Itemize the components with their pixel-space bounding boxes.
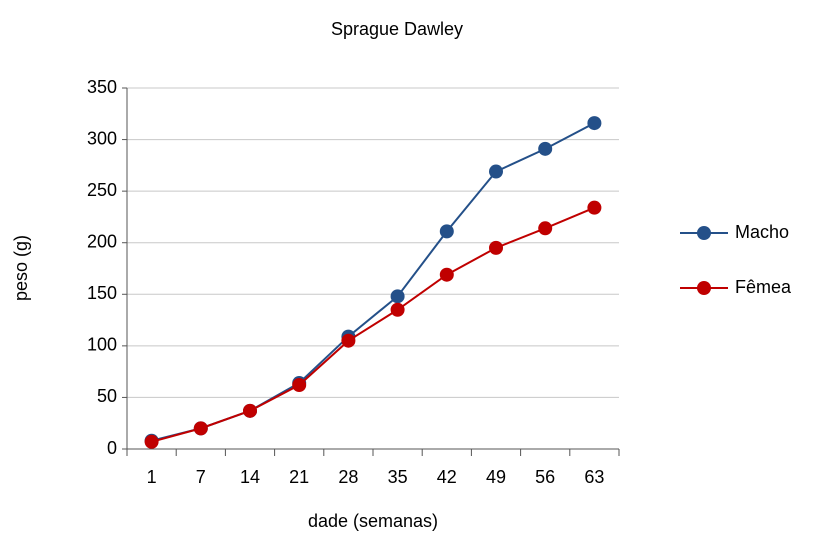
y-axis-label: peso (g): [11, 235, 31, 301]
data-point: [390, 289, 405, 304]
data-point: [538, 221, 553, 236]
legend-label: Macho: [735, 222, 789, 242]
data-point: [341, 333, 356, 348]
y-tick-label: 200: [87, 231, 117, 251]
data-point: [489, 240, 503, 255]
data-point: [390, 302, 405, 317]
data-point: [439, 224, 454, 239]
x-tick-label: 35: [388, 467, 408, 487]
x-axis-label: dade (semanas): [308, 511, 438, 531]
y-tick-label: 250: [87, 180, 117, 200]
legend-marker: [697, 226, 711, 240]
legend-label: Fêmea: [735, 277, 792, 297]
data-point: [439, 267, 454, 282]
data-point: [292, 378, 307, 393]
series-line: [151, 122, 595, 442]
data-point: [243, 403, 257, 418]
data-point: [489, 164, 503, 179]
x-tick-label: 7: [196, 467, 206, 487]
y-tick-label: 350: [87, 77, 117, 97]
series-line: [151, 206, 595, 443]
x-tick-label: 14: [240, 467, 260, 487]
x-tick-label: 28: [338, 467, 358, 487]
y-tick-label: 150: [87, 283, 117, 303]
x-tick-label: 56: [535, 467, 555, 487]
y-tick-label: 300: [87, 128, 117, 148]
y-tick-label: 100: [87, 335, 117, 355]
legend-marker: [697, 281, 711, 295]
chart-title: Sprague Dawley: [331, 19, 463, 39]
data-point: [144, 434, 159, 449]
x-tick-label: 63: [584, 467, 604, 487]
data-point: [587, 116, 602, 131]
y-tick-label: 0: [107, 438, 117, 458]
y-tick-label: 50: [97, 386, 117, 406]
x-tick-label: 1: [147, 467, 157, 487]
data-point: [193, 421, 208, 436]
data-point: [538, 141, 553, 156]
x-tick-label: 42: [437, 467, 457, 487]
data-point: [587, 200, 602, 215]
x-tick-label: 49: [486, 467, 506, 487]
x-tick-label: 21: [289, 467, 309, 487]
